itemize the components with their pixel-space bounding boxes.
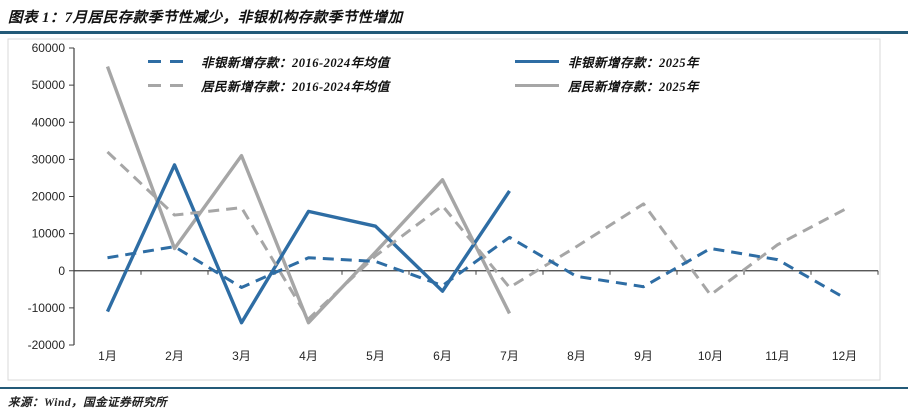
source-divider-line — [0, 387, 908, 389]
legend-label: 非银新增存款：2025年 — [568, 56, 700, 70]
svg-text:-20000: -20000 — [28, 338, 66, 352]
svg-text:6月: 6月 — [433, 349, 452, 363]
svg-text:4月: 4月 — [299, 349, 318, 363]
svg-text:30000: 30000 — [32, 152, 66, 166]
svg-text:11月: 11月 — [765, 349, 789, 363]
svg-text:1月: 1月 — [98, 349, 117, 363]
chart-area: 60000 50000 40000 30000 20000 10000 0 -10000 -20… — [0, 38, 908, 384]
legend-label: 非银新增存款：2016-2024年均值 — [201, 56, 390, 70]
svg-text:-10000: -10000 — [28, 301, 66, 315]
svg-text:20000: 20000 — [32, 190, 66, 204]
legend-item-resident-avg: 居民新增存款：2016-2024年均值 — [148, 76, 390, 95]
svg-text:5月: 5月 — [366, 349, 385, 363]
legend-item-nonbank-avg: 非银新增存款：2016-2024年均值 — [148, 52, 390, 71]
svg-text:10000: 10000 — [32, 227, 66, 241]
svg-text:9月: 9月 — [634, 349, 653, 363]
legend-label: 居民新增存款：2016-2024年均值 — [201, 80, 390, 94]
svg-text:7月: 7月 — [500, 349, 519, 363]
svg-text:8月: 8月 — [567, 349, 586, 363]
svg-text:10月: 10月 — [698, 349, 723, 363]
legend-solid-blue-line-icon — [515, 59, 559, 64]
legend-dashed-gray-line-icon — [148, 83, 192, 88]
svg-text:40000: 40000 — [32, 115, 66, 129]
title-divider-line — [0, 31, 908, 34]
svg-text:0: 0 — [58, 264, 65, 278]
svg-text:12月: 12月 — [832, 349, 857, 363]
svg-text:3月: 3月 — [232, 349, 251, 363]
svg-text:50000: 50000 — [32, 78, 66, 92]
legend-dashed-blue-line-icon — [148, 59, 192, 64]
legend-label: 居民新增存款：2025年 — [568, 80, 700, 94]
source-note: 来源：Wind，国金证券研究所 — [8, 397, 168, 409]
legend-item-resident-2025: 居民新增存款：2025年 — [515, 76, 699, 95]
svg-text:2月: 2月 — [165, 349, 184, 363]
svg-text:60000: 60000 — [32, 41, 66, 55]
legend-item-nonbank-2025: 非银新增存款：2025年 — [515, 52, 699, 71]
line-chart-svg: 60000 50000 40000 30000 20000 10000 0 -10000 -20… — [7, 38, 881, 381]
chart-title: 图表 1：7月居民存款季节性减少，非银机构存款季节性增加 — [8, 10, 403, 26]
legend-solid-gray-line-icon — [515, 83, 559, 88]
